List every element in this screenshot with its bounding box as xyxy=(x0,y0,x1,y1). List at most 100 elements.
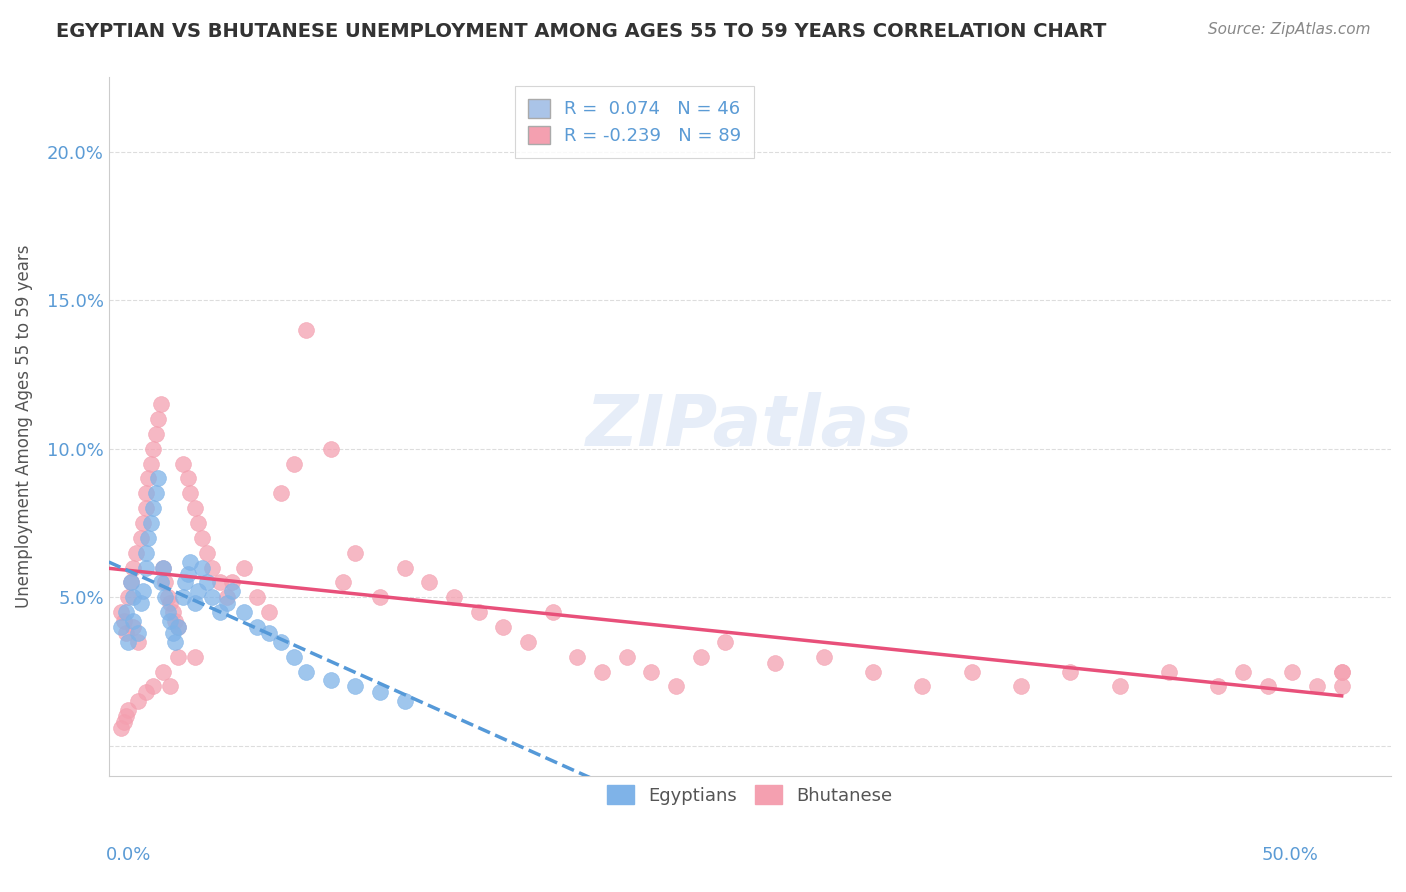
Point xyxy=(115,626,138,640)
Point xyxy=(122,560,145,574)
Point xyxy=(665,679,688,693)
Point xyxy=(146,412,169,426)
Point xyxy=(208,575,231,590)
Point xyxy=(110,605,132,619)
Point xyxy=(112,614,135,628)
Text: 0.0%: 0.0% xyxy=(105,846,150,863)
Point xyxy=(162,626,184,640)
Point xyxy=(165,614,187,628)
Point xyxy=(217,591,239,605)
Point xyxy=(1330,665,1353,679)
Point xyxy=(166,620,188,634)
Text: EGYPTIAN VS BHUTANESE UNEMPLOYMENT AMONG AGES 55 TO 59 YEARS CORRELATION CHART: EGYPTIAN VS BHUTANESE UNEMPLOYMENT AMONG… xyxy=(56,22,1107,41)
Point xyxy=(1281,665,1303,679)
Point xyxy=(152,665,174,679)
Point xyxy=(1108,679,1130,693)
Point xyxy=(122,591,145,605)
Point xyxy=(184,501,207,516)
Point xyxy=(319,673,342,688)
Point xyxy=(136,471,159,485)
Point xyxy=(149,575,172,590)
Point xyxy=(640,665,662,679)
Point xyxy=(541,605,564,619)
Point xyxy=(257,626,280,640)
Point xyxy=(186,584,208,599)
Point xyxy=(129,596,152,610)
Point xyxy=(135,501,157,516)
Point xyxy=(120,575,142,590)
Point xyxy=(186,516,208,530)
Point xyxy=(344,679,367,693)
Point xyxy=(283,457,305,471)
Point xyxy=(201,560,224,574)
Point xyxy=(443,591,465,605)
Point xyxy=(142,679,165,693)
Point xyxy=(492,620,515,634)
Point xyxy=(332,575,354,590)
Point xyxy=(960,665,983,679)
Point xyxy=(135,546,157,560)
Text: Source: ZipAtlas.com: Source: ZipAtlas.com xyxy=(1208,22,1371,37)
Point xyxy=(112,714,135,729)
Point xyxy=(149,397,172,411)
Point xyxy=(208,605,231,619)
Point xyxy=(135,685,157,699)
Point xyxy=(217,596,239,610)
Point xyxy=(165,635,187,649)
Point xyxy=(136,531,159,545)
Point xyxy=(117,591,139,605)
Point xyxy=(591,665,613,679)
Point xyxy=(176,471,198,485)
Point xyxy=(179,486,201,500)
Point xyxy=(135,486,157,500)
Point xyxy=(184,649,207,664)
Point xyxy=(221,584,243,599)
Point xyxy=(567,649,589,664)
Legend: Egyptians, Bhutanese: Egyptians, Bhutanese xyxy=(596,774,904,815)
Point xyxy=(132,516,155,530)
Point xyxy=(368,591,391,605)
Point xyxy=(295,323,318,337)
Point xyxy=(159,614,181,628)
Point xyxy=(516,635,538,649)
Point xyxy=(1306,679,1329,693)
Point xyxy=(159,679,181,693)
Point xyxy=(152,560,174,574)
Point xyxy=(295,665,318,679)
Point xyxy=(127,694,149,708)
Point xyxy=(418,575,440,590)
Point xyxy=(233,605,256,619)
Point xyxy=(1232,665,1254,679)
Point xyxy=(115,605,138,619)
Point xyxy=(162,605,184,619)
Point xyxy=(142,442,165,456)
Point xyxy=(110,721,132,735)
Point xyxy=(616,649,638,664)
Point xyxy=(139,457,162,471)
Point xyxy=(179,555,201,569)
Point xyxy=(172,591,194,605)
Point xyxy=(139,516,162,530)
Point xyxy=(246,591,269,605)
Point xyxy=(127,626,149,640)
Point xyxy=(191,560,214,574)
Text: 50.0%: 50.0% xyxy=(1263,846,1319,863)
Point xyxy=(394,694,416,708)
Point xyxy=(132,584,155,599)
Point xyxy=(467,605,489,619)
Point xyxy=(155,591,177,605)
Point xyxy=(156,605,179,619)
Point xyxy=(152,560,174,574)
Point xyxy=(270,635,292,649)
Point xyxy=(813,649,835,664)
Point xyxy=(689,649,711,664)
Point xyxy=(129,531,152,545)
Point xyxy=(319,442,342,456)
Point xyxy=(146,471,169,485)
Point xyxy=(184,596,207,610)
Point xyxy=(110,620,132,634)
Point xyxy=(1010,679,1032,693)
Point xyxy=(115,709,138,723)
Point xyxy=(911,679,934,693)
Point xyxy=(172,457,194,471)
